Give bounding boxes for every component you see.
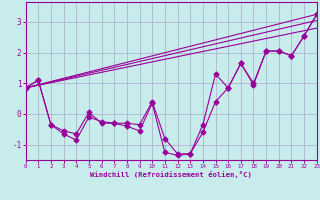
X-axis label: Windchill (Refroidissement éolien,°C): Windchill (Refroidissement éolien,°C) [90,171,252,178]
